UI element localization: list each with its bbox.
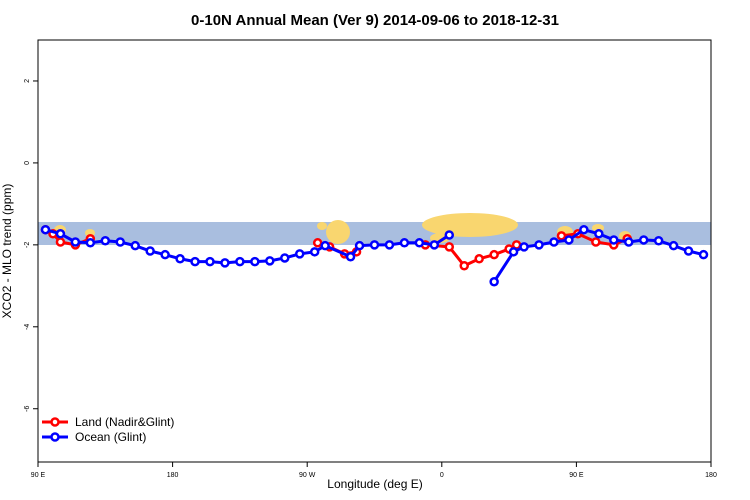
series-point bbox=[698, 249, 709, 260]
series-point bbox=[100, 236, 111, 246]
series-point bbox=[294, 249, 305, 259]
legend-marker bbox=[50, 417, 60, 427]
x-tick-label: 180 bbox=[705, 472, 717, 479]
series-point bbox=[653, 236, 664, 246]
series-point bbox=[489, 249, 499, 260]
legend: Land (Nadir&Glint)Ocean (Glint) bbox=[42, 415, 174, 444]
series-point bbox=[429, 240, 440, 250]
series-point bbox=[384, 240, 395, 250]
legend-label: Ocean (Glint) bbox=[75, 430, 146, 444]
series-point bbox=[309, 247, 320, 257]
series-line bbox=[45, 228, 451, 265]
plot-frame bbox=[37, 39, 712, 463]
land-shape bbox=[422, 213, 518, 237]
series-point bbox=[508, 247, 519, 257]
y-axis-label: XCO2 - MLO trend (ppm) bbox=[0, 184, 14, 319]
series-point bbox=[564, 235, 574, 245]
series-point bbox=[459, 260, 469, 271]
legend-marker bbox=[50, 432, 60, 442]
series-line bbox=[425, 243, 518, 268]
y-tick-label: -2 bbox=[24, 242, 31, 248]
series-point bbox=[265, 256, 275, 266]
series-point bbox=[160, 249, 170, 260]
series-point bbox=[220, 258, 230, 268]
y-tick-label: -6 bbox=[24, 406, 31, 412]
series-point bbox=[668, 240, 679, 251]
series-point bbox=[549, 237, 559, 247]
series-point bbox=[175, 254, 185, 264]
series-point bbox=[474, 254, 484, 264]
series-point bbox=[489, 276, 499, 287]
series-point bbox=[354, 240, 365, 251]
series-point bbox=[55, 229, 66, 239]
series-point bbox=[414, 238, 425, 248]
y-tick-label: 2 bbox=[24, 79, 31, 83]
series-point bbox=[235, 256, 245, 267]
series-point bbox=[250, 256, 260, 267]
chart-title: 0-10N Annual Mean (Ver 9) 2014-09-06 to … bbox=[191, 12, 559, 29]
series-point bbox=[683, 246, 694, 256]
y-tick-label: -4 bbox=[24, 324, 31, 330]
series-point bbox=[40, 224, 51, 235]
series-point bbox=[556, 231, 567, 241]
x-tick-label: 90 E bbox=[569, 472, 584, 479]
x-tick-label: 90 W bbox=[299, 472, 316, 479]
series-point bbox=[519, 242, 529, 252]
series-point bbox=[55, 237, 66, 247]
series-point bbox=[190, 256, 200, 267]
series-point bbox=[609, 235, 619, 245]
series-point bbox=[444, 242, 455, 252]
series-point bbox=[579, 224, 589, 235]
series-point bbox=[320, 240, 330, 251]
series-point bbox=[70, 237, 81, 247]
series-point bbox=[280, 253, 290, 263]
series-point bbox=[115, 237, 126, 247]
x-tick-label: 90 E bbox=[31, 472, 46, 479]
series-point bbox=[534, 240, 544, 250]
ocean-band bbox=[38, 222, 711, 245]
series-point bbox=[638, 235, 649, 245]
series-point bbox=[591, 237, 601, 247]
series-point bbox=[594, 229, 604, 239]
series-point bbox=[130, 240, 140, 251]
series-point bbox=[345, 251, 356, 262]
x-tick-label: 180 bbox=[167, 472, 179, 479]
series-point bbox=[312, 238, 323, 248]
series-point bbox=[444, 230, 455, 240]
series-point bbox=[145, 246, 155, 256]
x-tick-label: 0 bbox=[440, 472, 444, 479]
legend-label: Land (Nadir&Glint) bbox=[75, 415, 174, 429]
land-shape bbox=[317, 222, 327, 230]
series-point bbox=[205, 256, 215, 267]
y-tick-label: 0 bbox=[24, 161, 31, 165]
x-axis-label: Longitude (deg E) bbox=[327, 477, 422, 491]
series-point bbox=[623, 237, 634, 247]
series-point bbox=[399, 238, 410, 248]
land-shape bbox=[326, 220, 350, 244]
series-point bbox=[369, 240, 380, 250]
series-point bbox=[85, 238, 96, 248]
